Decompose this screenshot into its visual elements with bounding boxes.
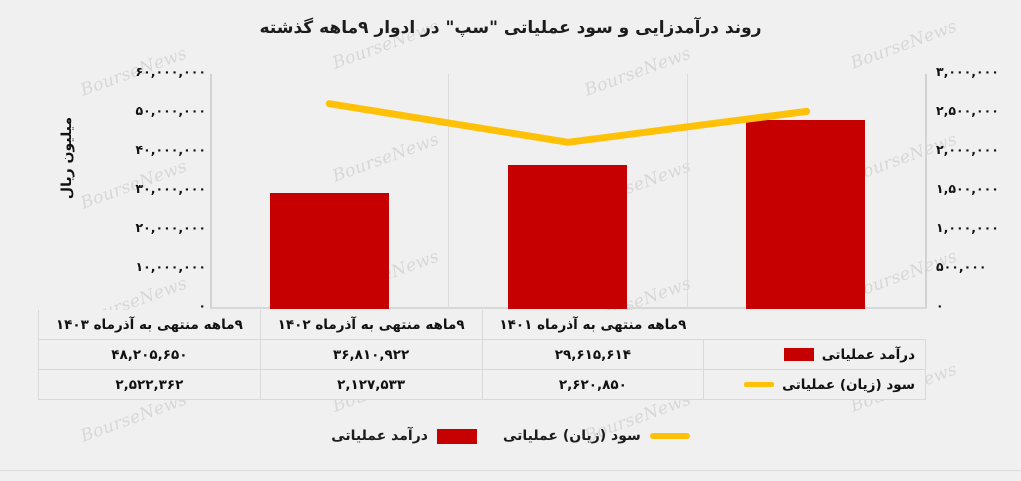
cell-profit-1402: ۲,۱۲۷,۵۳۳ [259,369,483,400]
legend-label-revenue: درآمد عملیاتی [331,428,428,444]
right-axis-tick: ۰ [936,298,944,313]
cell-profit-1403: ۲,۵۲۲,۳۶۲ [38,369,261,400]
right-axis-tick: ۱,۰۰۰,۰۰۰ [936,220,999,235]
left-axis-tick: ۵۰,۰۰۰,۰۰۰ [135,103,206,118]
cell-revenue-1403: ۴۸,۲۰۵,۶۵۰ [38,339,261,370]
left-axis-tick: ۰ [198,298,206,313]
right-axis-tick: ۱,۵۰۰,۰۰۰ [936,181,999,196]
row-label-text: درآمد عملیاتی [821,346,915,363]
right-axis-tick: ۵۰۰,۰۰۰ [936,259,987,274]
bar-revenue-1403[interactable] [746,120,865,309]
right-axis-line [925,74,927,309]
red-box-swatch-icon [436,428,477,444]
row-label-revenue: درآمد عملیاتی [703,339,926,370]
left-axis-tick: ۳۰,۰۰۰,۰۰۰ [135,181,206,196]
chart-title: روند درآمدزایی و سود عملیاتی "سپ" در ادو… [259,18,762,38]
table-row: سود (زیان) عملیاتی ۲,۶۲۰,۸۵۰ ۲,۱۲۷,۵۳۳ ۲… [38,369,926,400]
footer-divider [0,470,1021,471]
right-axis-tick: ۲,۵۰۰,۰۰۰ [936,103,999,118]
left-axis-line [210,74,212,309]
left-axis-tick: ۱۰,۰۰۰,۰۰۰ [135,259,206,274]
row-label-profit: سود (زیان) عملیاتی [703,369,926,400]
profit-line-layer [325,100,811,146]
left-axis-tick: ۲۰,۰۰۰,۰۰۰ [135,220,206,235]
yellow-line-swatch-icon [649,433,690,439]
left-axis-tick: ۴۰,۰۰۰,۰۰۰ [135,142,206,157]
category-gridline [687,74,688,308]
bar-revenue-1402[interactable] [508,164,627,309]
legend-item-revenue[interactable]: درآمد عملیاتی [331,428,477,444]
category-header-1403: ۹ماهه منتهی به آذرماه ۱۴۰۳ [38,310,261,340]
right-axis-tick: ۲,۰۰۰,۰۰۰ [936,142,999,157]
table-row-categories: ۹ماهه منتهی به آذرماه ۱۴۰۱ ۹ماهه منتهی ب… [38,310,926,340]
legend-item-profit[interactable]: سود (زیان) عملیاتی [503,428,690,444]
plot-area [210,74,926,309]
right-axis-tick: ۳,۰۰۰,۰۰۰ [936,64,999,79]
red-box-swatch-icon [783,348,814,361]
yellow-line-swatch-icon [744,382,775,387]
left-axis-tick: ۶۰,۰۰۰,۰۰۰ [135,64,206,79]
profit-line [325,100,811,146]
cell-revenue-1402: ۳۶,۸۱۰,۹۲۲ [259,339,483,370]
bar-revenue-1401[interactable] [270,193,389,309]
category-gridline [448,74,449,308]
data-table: ۹ماهه منتهی به آذرماه ۱۴۰۱ ۹ماهه منتهی ب… [38,310,926,400]
legend-label-profit: سود (زیان) عملیاتی [502,428,641,444]
category-header-1401: ۹ماهه منتهی به آذرماه ۱۴۰۱ [481,310,705,340]
cell-profit-1401: ۲,۶۲۰,۸۵۰ [481,369,705,400]
left-axis-title: میلیون ریال [59,116,76,200]
cell-revenue-1401: ۲۹,۶۱۵,۶۱۴ [481,339,705,370]
chart-legend: سود (زیان) عملیاتی درآمد عملیاتی [0,428,1021,444]
row-label-text: سود (زیان) عملیاتی [782,376,915,393]
table-row: درآمد عملیاتی ۲۹,۶۱۵,۶۱۴ ۳۶,۸۱۰,۹۲۲ ۴۸,۲… [38,339,926,370]
category-header-1402: ۹ماهه منتهی به آذرماه ۱۴۰۲ [259,310,483,340]
table-corner-cell [703,310,926,340]
